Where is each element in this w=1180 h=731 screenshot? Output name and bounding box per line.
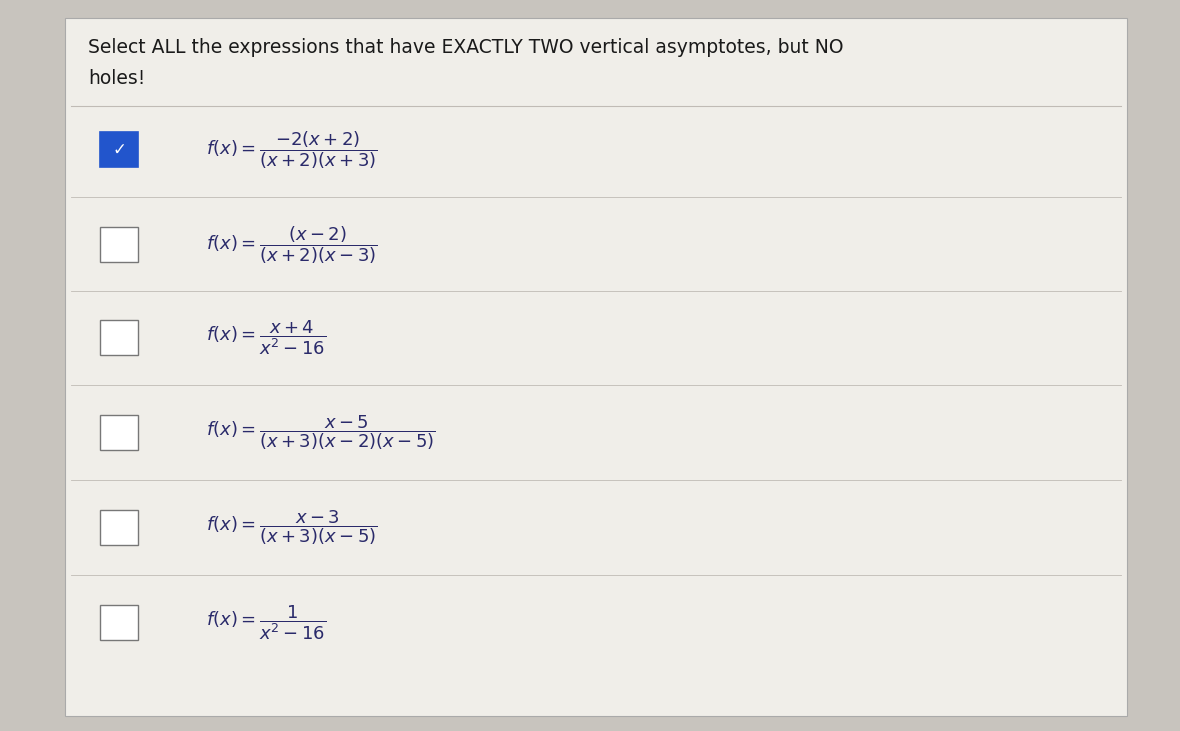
Text: holes!: holes! [88, 69, 146, 88]
Bar [100, 320, 138, 355]
Text: $f(x) = \dfrac{x-5}{(x+3)(x-2)(x-5)}$: $f(x) = \dfrac{x-5}{(x+3)(x-2)(x-5)}$ [206, 414, 437, 452]
Text: $f(x) = \dfrac{x-3}{(x+3)(x-5)}$: $f(x) = \dfrac{x-3}{(x+3)(x-5)}$ [206, 509, 378, 547]
Bar [100, 132, 138, 167]
Text: $f(x) = \dfrac{-2(x+2)}{(x+2)(x+3)}$: $f(x) = \dfrac{-2(x+2)}{(x+2)(x+3)}$ [206, 129, 378, 170]
Text: $f(x) = \dfrac{1}{x^2-16}$: $f(x) = \dfrac{1}{x^2-16}$ [206, 604, 327, 642]
Text: $f(x) = \dfrac{x+4}{x^2-16}$: $f(x) = \dfrac{x+4}{x^2-16}$ [206, 319, 327, 357]
Text: ✓: ✓ [112, 141, 126, 159]
Bar [100, 605, 138, 640]
Bar [65, 18, 1127, 716]
Bar [100, 415, 138, 450]
Bar [100, 510, 138, 545]
Text: Select ALL the expressions that have EXACTLY TWO vertical asymptotes, but NO: Select ALL the expressions that have EXA… [88, 38, 844, 57]
Text: $f(x) = \dfrac{(x-2)}{(x+2)(x-3)}$: $f(x) = \dfrac{(x-2)}{(x+2)(x-3)}$ [206, 224, 378, 265]
Bar [100, 227, 138, 262]
